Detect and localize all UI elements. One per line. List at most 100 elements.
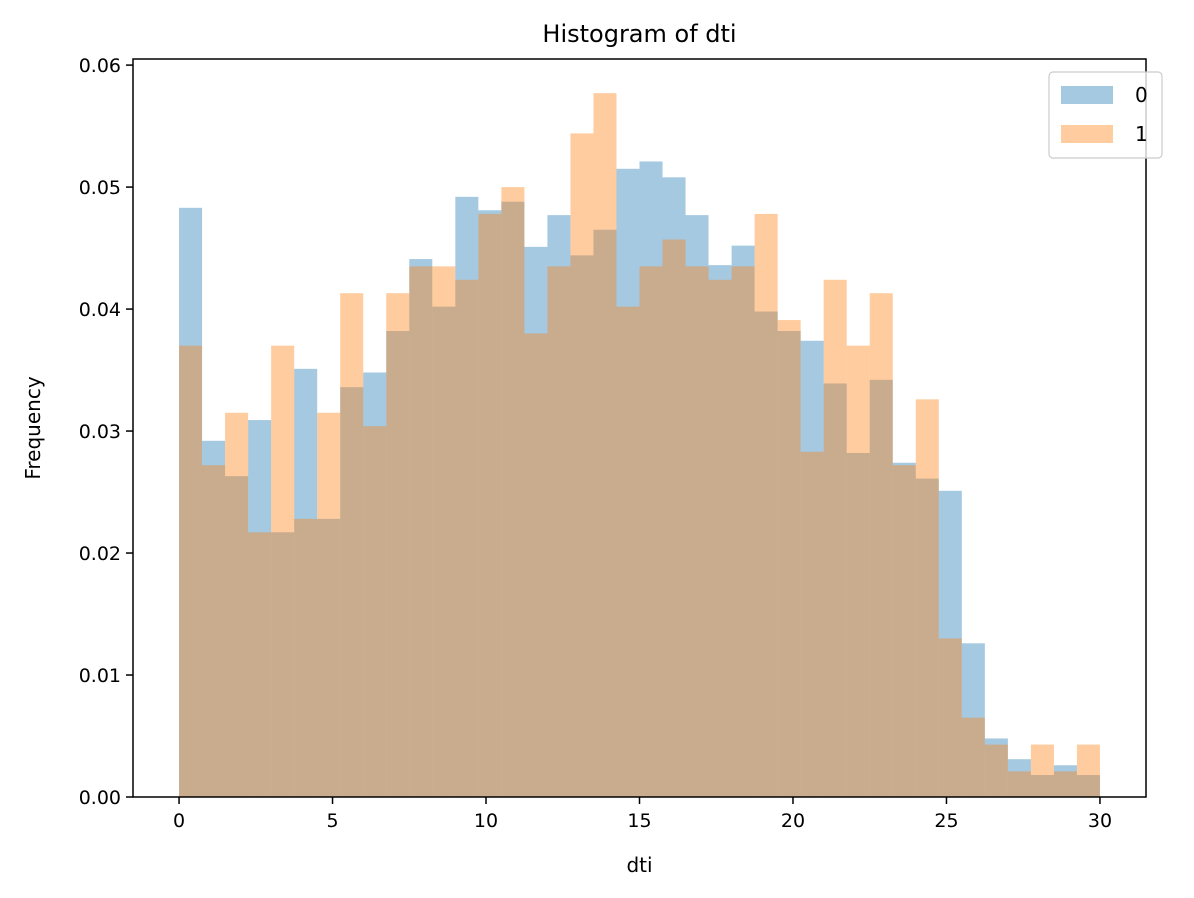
legend-swatch-series-0	[1061, 86, 1113, 104]
x-tick-label: 10	[474, 810, 498, 832]
histogram-bar-series-0	[317, 518, 341, 797]
legend-box	[1048, 71, 1163, 159]
histogram-bar-series-1	[731, 266, 755, 797]
x-tick-label: 25	[934, 810, 958, 832]
histogram-bar-series-0	[639, 161, 663, 797]
histogram-bar-series-1	[892, 465, 916, 797]
histogram-bar-series-1	[1030, 744, 1054, 797]
histogram-bar-series-0	[915, 478, 939, 797]
histogram-bar-series-1	[961, 717, 985, 797]
histogram-bar-series-0	[478, 210, 502, 797]
histogram-bar-series-1	[340, 293, 364, 797]
histogram-bar-series-1	[248, 532, 272, 797]
histogram-bar-series-0	[225, 476, 249, 797]
histogram-bar-series-1	[271, 345, 295, 797]
histogram-bar-series-1	[363, 426, 387, 797]
x-tick-label: 20	[781, 810, 805, 832]
histogram-bar-series-0	[179, 207, 203, 798]
y-tick-label: 0.06	[79, 55, 121, 77]
legend-swatch-series-1	[1061, 125, 1113, 143]
x-tick-label: 5	[326, 810, 338, 832]
histogram-bar-series-0	[294, 368, 318, 797]
histogram-bar-series-1	[317, 412, 341, 797]
histogram-bar-series-1	[179, 345, 203, 797]
histogram-bar-series-0	[961, 643, 985, 797]
histogram-bar-series-0	[524, 246, 548, 797]
x-tick-label: 0	[173, 810, 185, 832]
histogram-bar-series-1	[662, 239, 686, 798]
histogram-bar-series-0	[616, 168, 640, 797]
histogram-bar-series-0	[1007, 759, 1031, 797]
histogram-bar-series-0	[432, 306, 456, 797]
histogram-bar-series-0	[846, 453, 870, 797]
legend-label-series-0: 0	[1135, 83, 1148, 107]
histogram-bar-series-1	[409, 266, 433, 797]
histogram-bar-series-0	[823, 383, 847, 797]
histogram-bar-series-1	[501, 187, 525, 797]
histogram-bar-series-0	[248, 420, 272, 797]
histogram-bar-series-0	[1030, 775, 1054, 797]
histogram-bar-series-1	[777, 320, 801, 797]
histogram-bar-series-0	[363, 372, 387, 797]
histogram-bar-series-0	[455, 196, 479, 798]
histogram-bar-series-0	[662, 177, 686, 797]
histogram-bar-series-0	[938, 490, 962, 797]
histogram-bar-series-1	[547, 266, 571, 797]
histogram-bar-series-1	[570, 133, 594, 797]
histogram-bar-series-0	[800, 340, 824, 797]
histogram-bar-series-0	[1076, 775, 1100, 797]
histogram-bar-series-1	[616, 306, 640, 797]
histogram-bar-series-0	[547, 215, 571, 797]
histogram-bar-series-1	[386, 293, 410, 797]
histogram-bar-series-1	[1053, 771, 1077, 797]
y-tick-label: 0.03	[79, 421, 121, 443]
histogram-bar-series-1	[593, 93, 617, 797]
x-axis-ticks: 0 5 10 15 20 25 30	[173, 797, 1112, 832]
histogram-bar-series-0	[685, 215, 709, 797]
histogram-bar-series-0	[340, 387, 364, 797]
histogram-bar-series-0	[386, 331, 410, 797]
y-axis-ticks: 0.00 0.01 0.02 0.03 0.04 0.05 0.06	[79, 55, 133, 809]
histogram-bar-series-1	[524, 333, 548, 797]
x-tick-label: 30	[1088, 810, 1112, 832]
plot-area	[133, 59, 1146, 797]
histogram-bar-series-1	[225, 412, 249, 797]
histogram-bar-series-0	[593, 229, 617, 797]
histogram-bar-series-0	[754, 311, 778, 797]
x-axis-label: dti	[626, 853, 652, 877]
histogram-bars	[179, 93, 1100, 798]
y-tick-label: 0.01	[79, 665, 121, 687]
histogram-bar-series-1	[455, 279, 479, 798]
histogram-bar-series-0	[777, 331, 801, 797]
histogram-bar-series-0	[892, 462, 916, 797]
histogram-bar-series-1	[708, 279, 732, 798]
legend: 0 1	[1048, 71, 1163, 159]
y-tick-label: 0.04	[79, 299, 121, 321]
histogram-bar-series-0	[202, 440, 226, 797]
histogram-bar-series-1	[846, 345, 870, 797]
histogram-bar-series-0	[869, 379, 893, 797]
histogram-bar-series-1	[984, 744, 1008, 797]
histogram-bar-series-0	[501, 201, 525, 798]
histogram-bar-series-0	[708, 265, 732, 797]
histogram-bar-series-1	[938, 638, 962, 797]
histogram-bar-series-1	[1007, 771, 1031, 797]
histogram-bar-series-1	[478, 213, 502, 797]
histogram-bar-series-1	[1076, 744, 1100, 797]
histogram-bar-series-1	[685, 266, 709, 797]
histogram-bar-series-1	[432, 266, 456, 797]
chart-title: Histogram of dti	[542, 20, 736, 48]
histogram-bar-series-1	[754, 213, 778, 797]
histogram-bar-series-1	[869, 293, 893, 797]
histogram-bar-series-0	[570, 255, 594, 798]
histogram-bar-series-0	[409, 259, 433, 798]
y-tick-label: 0.00	[79, 787, 121, 809]
histogram-bar-series-0	[731, 245, 755, 797]
histogram-bar-series-0	[1053, 765, 1077, 797]
histogram-bar-series-1	[639, 266, 663, 797]
histogram-bar-series-1	[294, 518, 318, 797]
histogram-bar-series-1	[202, 465, 226, 797]
histogram-bar-series-0	[984, 738, 1008, 797]
y-tick-label: 0.05	[79, 177, 121, 199]
